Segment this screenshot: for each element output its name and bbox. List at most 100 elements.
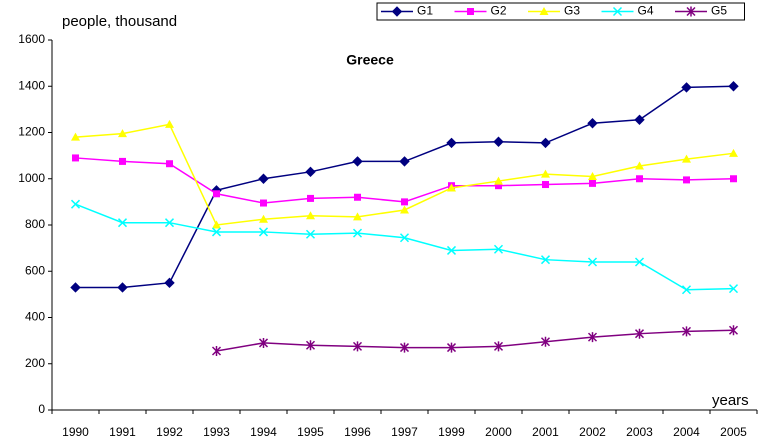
- marker: [587, 118, 598, 129]
- y-axis-label: people, thousand: [62, 13, 177, 30]
- x-tick-label: 2003: [626, 425, 653, 439]
- y-tick-label: 600: [25, 263, 45, 277]
- marker: [307, 194, 314, 202]
- marker: [447, 183, 456, 192]
- marker: [258, 337, 269, 348]
- marker: [391, 6, 403, 17]
- marker: [635, 161, 644, 170]
- marker: [446, 245, 457, 255]
- marker: [493, 136, 504, 147]
- marker: [730, 175, 737, 183]
- marker: [683, 176, 690, 184]
- legend-box: [376, 2, 745, 21]
- marker: [352, 156, 363, 167]
- marker: [305, 229, 316, 239]
- marker: [681, 326, 692, 337]
- legend-label: G4: [638, 4, 654, 18]
- marker: [71, 132, 80, 141]
- x-tick-label: 2005: [720, 425, 747, 439]
- marker: [258, 227, 269, 237]
- marker: [540, 336, 551, 347]
- marker: [542, 181, 549, 189]
- y-tick-label: 1200: [18, 125, 45, 139]
- marker: [728, 284, 739, 294]
- x-axis-label: years: [712, 392, 749, 409]
- marker: [446, 137, 457, 149]
- marker: [612, 6, 623, 17]
- marker: [587, 332, 598, 343]
- marker: [211, 227, 222, 237]
- marker: [164, 218, 175, 228]
- marker: [401, 198, 408, 206]
- marker: [540, 137, 551, 149]
- marker: [729, 148, 738, 157]
- marker: [306, 211, 315, 220]
- marker: [467, 8, 474, 15]
- chart-title: Greece: [346, 52, 394, 68]
- marker: [211, 346, 222, 357]
- x-tick-label: 2002: [579, 425, 606, 439]
- marker: [72, 154, 79, 162]
- y-tick-label: 0: [38, 402, 45, 416]
- marker: [588, 171, 597, 180]
- marker: [399, 233, 410, 243]
- x-tick-label: 1999: [438, 425, 465, 439]
- x-tick-label: 1997: [391, 425, 418, 439]
- x-tick-label: 1994: [250, 425, 277, 439]
- y-tick-label: 1000: [18, 171, 45, 185]
- marker: [539, 7, 549, 15]
- x-tick-label: 2001: [532, 425, 559, 439]
- marker: [70, 282, 81, 293]
- marker: [259, 214, 268, 223]
- marker: [636, 175, 643, 183]
- marker: [681, 82, 692, 93]
- marker: [493, 341, 504, 352]
- marker: [166, 160, 173, 168]
- y-tick-label: 400: [25, 310, 45, 324]
- marker: [305, 166, 316, 178]
- x-tick-label: 1993: [203, 425, 230, 439]
- legend-label: G2: [491, 4, 507, 18]
- legend-label: G3: [564, 4, 580, 18]
- legend-label: G5: [711, 4, 727, 18]
- marker: [493, 244, 504, 254]
- marker: [728, 325, 739, 336]
- marker: [587, 257, 598, 267]
- x-tick-label: 1995: [297, 425, 324, 439]
- marker: [682, 154, 691, 163]
- marker: [681, 285, 692, 295]
- marker: [353, 212, 362, 221]
- marker: [446, 342, 457, 353]
- marker: [634, 328, 645, 339]
- marker: [260, 199, 267, 207]
- marker: [117, 282, 128, 293]
- x-tick-label: 1990: [62, 425, 89, 439]
- marker: [117, 218, 128, 228]
- marker: [119, 157, 126, 165]
- y-tick-label: 1600: [18, 32, 45, 46]
- marker: [541, 169, 550, 178]
- legend-label: G1: [417, 4, 433, 18]
- y-tick-label: 200: [25, 356, 45, 370]
- marker: [212, 220, 221, 229]
- marker: [258, 173, 269, 184]
- series-line: [216, 329, 734, 352]
- marker: [354, 193, 361, 201]
- marker: [400, 205, 409, 214]
- x-tick-label: 2000: [485, 425, 512, 439]
- marker: [70, 199, 81, 209]
- marker: [634, 114, 645, 125]
- marker: [118, 129, 127, 138]
- marker: [686, 6, 696, 17]
- marker: [352, 341, 363, 352]
- y-tick-label: 800: [25, 217, 45, 231]
- marker: [495, 182, 502, 190]
- marker: [305, 340, 316, 351]
- x-tick-label: 1991: [109, 425, 136, 439]
- marker: [352, 228, 363, 238]
- marker: [165, 119, 174, 128]
- x-tick-label: 1992: [156, 425, 183, 439]
- marker: [589, 179, 596, 187]
- marker: [540, 255, 551, 265]
